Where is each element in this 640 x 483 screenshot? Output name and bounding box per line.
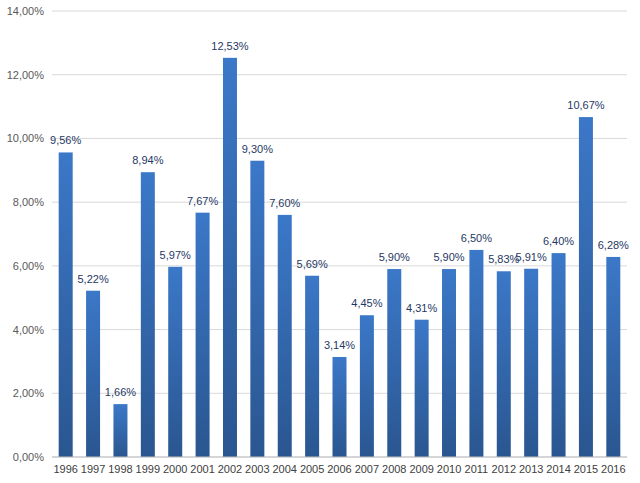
data-label: 5,97% [160,249,191,261]
bar [415,320,429,457]
x-tick-label: 2008 [382,463,406,475]
y-tick-label: 10,00% [7,132,45,144]
data-label: 5,90% [379,251,410,263]
data-label: 7,60% [269,197,300,209]
x-tick-label: 1997 [81,463,105,475]
grid-line [52,457,627,458]
x-tick-label: 2016 [601,463,625,475]
bar [552,253,566,457]
bar [442,269,456,457]
chart-container: 0,00% 2,00% 4,00% 6,00% 8,00% 10,00% 12,00% 14,… [0,0,640,483]
data-label: 8,94% [132,154,163,166]
x-axis-line [52,457,627,458]
data-label: 5,91% [516,251,547,263]
data-label: 10,67% [567,99,605,111]
data-label: 6,40% [543,235,574,247]
x-tick-label: 2001 [190,463,214,475]
x-tick-label: 2004 [272,463,296,475]
grid-line [52,11,627,12]
data-label: 5,69% [297,258,328,270]
bar [59,152,73,457]
y-tick-label: 2,00% [13,387,44,399]
bar [579,117,593,457]
data-label: 4,31% [406,302,437,314]
bar [497,271,511,457]
data-label: 9,56% [50,134,81,146]
bar [333,357,347,457]
data-label: 4,45% [351,297,382,309]
x-tick-label: 1996 [53,463,77,475]
y-tick-label: 6,00% [13,260,44,272]
data-label: 6,28% [598,239,629,251]
x-tick-label: 1998 [108,463,132,475]
x-tick-label: 2003 [245,463,269,475]
x-tick-label: 2011 [465,463,489,475]
x-tick-label: 2012 [492,463,516,475]
x-tick-label: 2002 [218,463,242,475]
x-tick-label: 2009 [409,463,433,475]
x-tick-label: 2006 [327,463,351,475]
data-label: 5,22% [77,273,108,285]
grid-line [52,329,627,330]
y-tick-label: 4,00% [13,324,44,336]
bar [196,213,210,457]
y-tick-label: 14,00% [7,5,45,17]
bar [524,269,538,457]
grid [52,11,627,457]
grid-line [52,74,627,75]
x-tick-label: 2014 [546,463,570,475]
bar [141,172,155,457]
data-label: 9,30% [242,143,273,155]
bar [168,267,182,457]
grid-line [52,265,627,266]
y-tick-label: 0,00% [13,451,44,463]
bar [278,215,292,457]
bar [606,257,620,457]
data-label: 12,53% [211,40,249,52]
bar [86,291,100,457]
data-label: 7,67% [187,195,218,207]
bar [250,161,264,457]
data-label: 5,90% [433,251,464,263]
bar [387,269,401,457]
x-tick-label: 2013 [519,463,543,475]
bars [59,58,621,457]
bar [360,315,374,457]
data-label: 6,50% [461,232,492,244]
x-tick-label: 2000 [163,463,187,475]
data-label: 1,66% [105,386,136,398]
chart-svg: 0,00% 2,00% 4,00% 6,00% 8,00% 10,00% 12,00% 14,… [0,0,640,483]
grid-line [52,202,627,203]
y-tick-label: 12,00% [7,69,45,81]
bar [223,58,237,457]
bar [113,404,127,457]
y-tick-label: 8,00% [13,196,44,208]
x-tick-label: 2005 [300,463,324,475]
grid-line [52,138,627,139]
x-tick-label: 2010 [437,463,461,475]
bar [305,276,319,457]
bar [469,250,483,457]
x-tick-label: 2007 [355,463,379,475]
x-tick-label: 1999 [136,463,160,475]
data-label: 3,14% [324,339,355,351]
x-tick-label: 2015 [574,463,598,475]
